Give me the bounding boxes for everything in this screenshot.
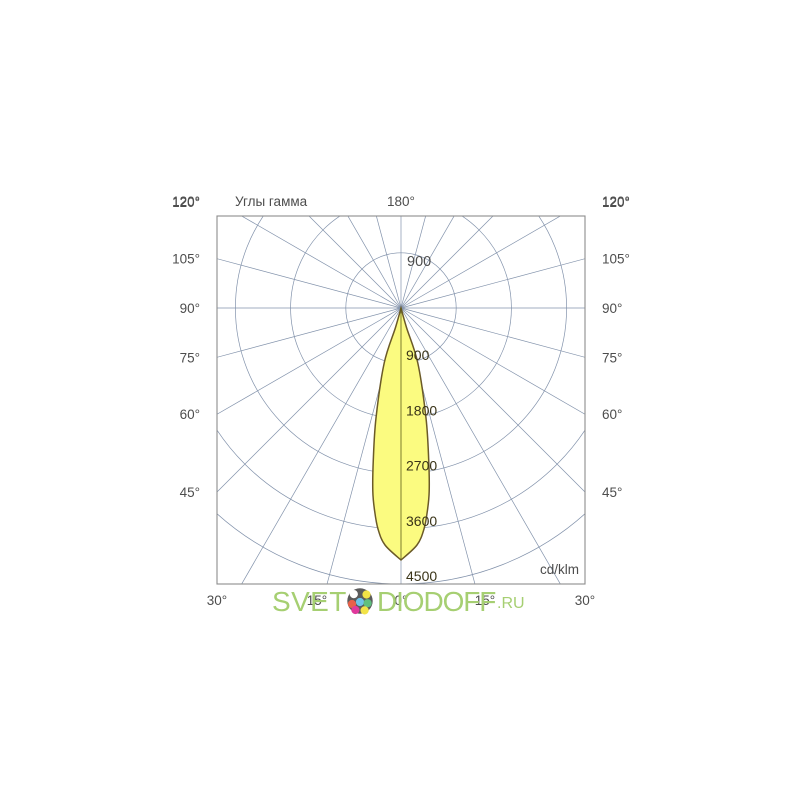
svg-text:75°: 75°: [602, 350, 622, 365]
svg-text:900: 900: [406, 347, 430, 363]
svg-text:120°: 120°: [602, 194, 630, 209]
svg-text:105°: 105°: [172, 252, 200, 267]
svg-text:45°: 45°: [180, 485, 200, 500]
svg-text:60°: 60°: [180, 407, 200, 422]
svg-text:1800: 1800: [406, 402, 437, 418]
svg-text:2700: 2700: [406, 458, 437, 474]
svg-text:60°: 60°: [602, 407, 622, 422]
svg-text:DIODOFF: DIODOFF: [377, 586, 495, 617]
svg-text:120°: 120°: [172, 194, 200, 209]
svg-text:90°: 90°: [180, 301, 200, 316]
svg-text:45°: 45°: [602, 485, 622, 500]
svg-text:75°: 75°: [180, 350, 200, 365]
svg-text:30°: 30°: [207, 593, 227, 608]
svg-text:180°: 180°: [387, 194, 415, 209]
svg-text:30°: 30°: [575, 593, 595, 608]
svg-text:900: 900: [407, 254, 431, 270]
svg-text:3600: 3600: [406, 513, 437, 529]
svg-text:cd/klm: cd/klm: [540, 562, 579, 577]
svg-text:105°: 105°: [602, 252, 630, 267]
svg-text:4500: 4500: [406, 568, 437, 584]
svg-text:Углы гамма: Углы гамма: [235, 194, 308, 209]
svg-text:.RU: .RU: [497, 595, 525, 612]
svg-text:SVET: SVET: [272, 586, 347, 617]
svg-text:90°: 90°: [602, 301, 622, 316]
